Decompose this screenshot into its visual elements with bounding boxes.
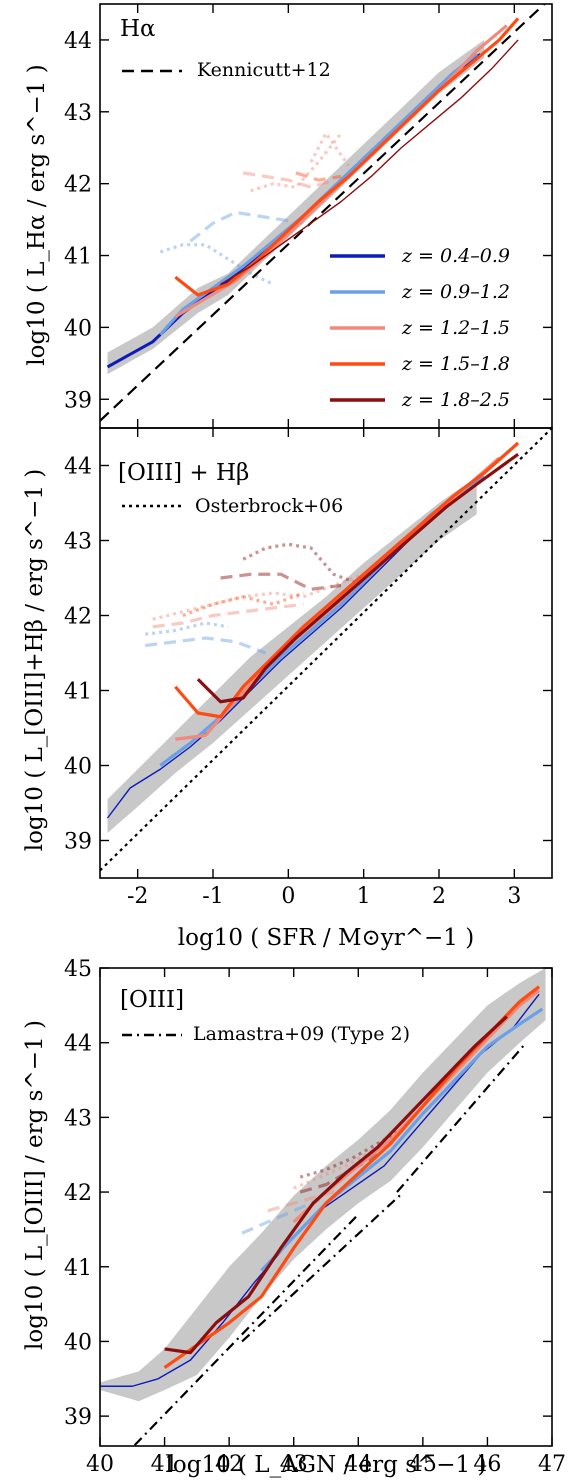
x-tick-label: -1 bbox=[202, 884, 223, 909]
redshift-legend-label: z = 1.8–2.5 bbox=[401, 389, 510, 411]
y-tick-label: 43 bbox=[64, 1106, 92, 1131]
ylabel-oiii-hbeta: log10 ( L_[OIII]+Hβ / erg s^−1 ) bbox=[22, 469, 48, 852]
reference-line bbox=[132, 1213, 360, 1446]
xlabel-lagn: log10 ( L_AGN / erg s^−1 ) bbox=[166, 1452, 487, 1478]
reference-line bbox=[100, 428, 552, 872]
panel-label-oiii: [OIII] bbox=[120, 987, 184, 1013]
faded-series-line bbox=[152, 602, 304, 629]
panel-label-oiii-hbeta: [OIII] + Hβ bbox=[118, 460, 249, 486]
plot-area bbox=[100, 968, 546, 1446]
panel-oiii-hbeta: 39 40 41 42 43 44 -2 -1 0 1 2 3 bbox=[64, 427, 553, 909]
panel-label-halpha: Hα bbox=[120, 16, 156, 42]
reference-line bbox=[100, 4, 546, 422]
plot-area bbox=[100, 4, 546, 422]
reference-label-kennicutt: Kennicutt+12 bbox=[197, 59, 331, 81]
faded-series-line bbox=[267, 1186, 346, 1213]
series-line bbox=[220, 39, 519, 285]
x-tick-label: 44 bbox=[344, 1452, 372, 1477]
faded-series-line bbox=[152, 572, 365, 621]
faded-series-line bbox=[189, 210, 304, 243]
redshift-legend-label: z = 0.4–0.9 bbox=[401, 245, 510, 267]
faded-series-line bbox=[293, 1149, 373, 1190]
reference-label-osterbrock: Osterbrock+06 bbox=[195, 495, 343, 517]
faded-series-line bbox=[220, 572, 342, 591]
x-tick-label: 2 bbox=[432, 884, 446, 909]
y-tick-label: 42 bbox=[64, 173, 92, 198]
axes-frame bbox=[99, 967, 553, 1447]
x-tick-label: -2 bbox=[127, 884, 148, 909]
y-tick-label: 40 bbox=[64, 316, 92, 341]
y-tick-label: 41 bbox=[64, 245, 92, 270]
redshift-legend: z = 0.4–0.9 z = 0.9–1.2 z = 1.2–1.5 z = 1.5… bbox=[330, 245, 510, 411]
redshift-legend-label: z = 1.5–1.8 bbox=[401, 353, 510, 375]
xlabel-sfr: log10 ( SFR / M⊙yr^−1 ) bbox=[178, 925, 474, 951]
x-tick-label: 46 bbox=[473, 1452, 501, 1477]
x-tick-label: 40 bbox=[86, 1452, 114, 1477]
redshift-legend-label: z = 1.2–1.5 bbox=[401, 317, 510, 339]
faded-series-line bbox=[182, 591, 304, 617]
series-line bbox=[174, 441, 520, 719]
reference-label-lamastra: Lamastra+09 (Type 2) bbox=[193, 1023, 410, 1045]
plot-area bbox=[100, 428, 552, 872]
y-tick-label: 44 bbox=[64, 1032, 92, 1057]
x-tick-label: 3 bbox=[507, 884, 521, 909]
x-tick-label: 43 bbox=[280, 1452, 308, 1477]
y-tick-label: 44 bbox=[64, 455, 92, 480]
faded-series-line bbox=[242, 171, 335, 189]
y-tick-label: 42 bbox=[64, 1181, 92, 1206]
y-tick-label: 41 bbox=[64, 680, 92, 705]
y-tick-label: 41 bbox=[64, 1256, 92, 1281]
series-line bbox=[260, 1007, 544, 1272]
axes-frame bbox=[99, 427, 553, 879]
y-tick-label: 43 bbox=[64, 530, 92, 555]
x-tick-label: 41 bbox=[151, 1452, 179, 1477]
series-line bbox=[196, 452, 520, 704]
x-tick-label: 42 bbox=[215, 1452, 243, 1477]
ylabel-halpha: log10 ( L_Hα / erg s^−1 ) bbox=[24, 64, 50, 365]
y-tick-label: 40 bbox=[64, 1330, 92, 1355]
x-tick-label: 47 bbox=[538, 1452, 566, 1477]
faded-series-line bbox=[145, 621, 229, 636]
x-tick-label: 0 bbox=[281, 884, 295, 909]
faded-series-line bbox=[295, 171, 342, 182]
panel-halpha: 39 40 41 42 43 44 bbox=[64, 3, 553, 429]
x-tick-label: 1 bbox=[357, 884, 371, 909]
y-tick-label: 44 bbox=[64, 29, 92, 54]
y-tick-label: 42 bbox=[64, 605, 92, 630]
y-tick-label: 43 bbox=[64, 101, 92, 126]
scatter-band bbox=[100, 968, 546, 1402]
series-line bbox=[174, 17, 520, 297]
faded-series-line bbox=[241, 1198, 321, 1235]
scatter-band bbox=[107, 39, 485, 375]
y-tick-label: 39 bbox=[64, 830, 92, 855]
faded-series-line bbox=[250, 132, 343, 193]
faded-series-line bbox=[309, 130, 350, 167]
redshift-legend-label: z = 0.9–1.2 bbox=[401, 281, 510, 303]
ylabel-oiii: log10 ( L_[OIII] / erg s^−1 ) bbox=[22, 1020, 48, 1350]
reference-line bbox=[241, 1191, 405, 1343]
y-tick-label: 45 bbox=[64, 957, 92, 982]
panel-oiii-agn: 39 40 41 42 43 44 45 40 41 42 43 44 45 46 47 bbox=[64, 957, 566, 1477]
y-tick-label: 39 bbox=[64, 1405, 92, 1430]
x-tick-label: 45 bbox=[409, 1452, 437, 1477]
y-tick-label: 39 bbox=[64, 388, 92, 413]
faded-series-line bbox=[145, 636, 267, 655]
y-tick-label: 40 bbox=[64, 755, 92, 780]
faded-series-line bbox=[299, 1153, 379, 1194]
faded-series-line bbox=[242, 542, 365, 587]
series-line bbox=[164, 1015, 508, 1355]
